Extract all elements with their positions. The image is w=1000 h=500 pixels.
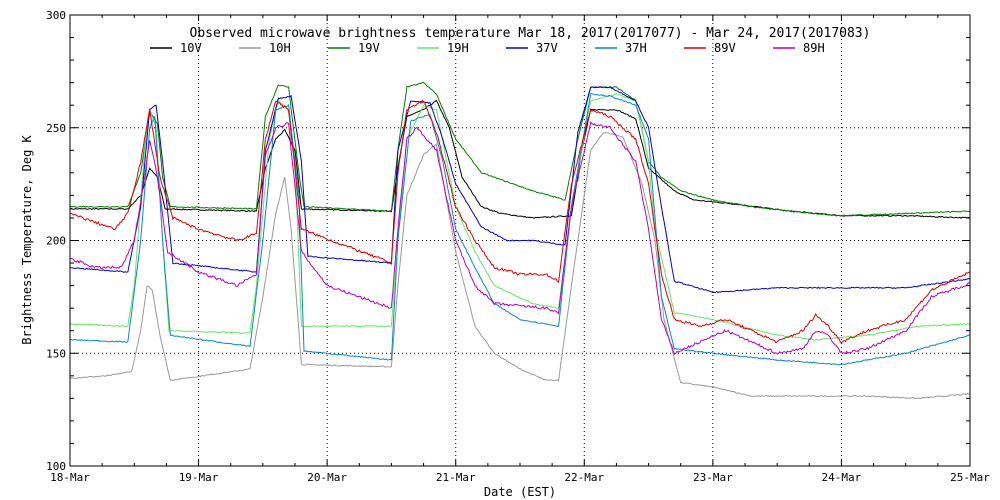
y-tick-label: 100 xyxy=(46,460,66,473)
series-line-10V xyxy=(69,99,971,219)
y-tick-label: 150 xyxy=(46,347,66,360)
chart-title: Observed microwave brightness temperatur… xyxy=(190,26,871,41)
series-line-37V xyxy=(69,86,971,294)
x-tick-label: 20-Mar xyxy=(307,471,347,484)
legend-label-89H: 89H xyxy=(803,41,825,55)
series-line-10H xyxy=(69,132,971,400)
x-tick-label: 19-Mar xyxy=(179,471,219,484)
x-axis-title: Date (EST) xyxy=(484,485,556,499)
y-tick-label: 200 xyxy=(46,235,66,248)
series-line-89V xyxy=(69,99,971,344)
x-tick-label: 22-Mar xyxy=(564,471,604,484)
ticks-layer: 18-Mar 19-Mar 20-Mar 21-Mar 22-Mar 23-Mar 24-M… xyxy=(46,9,990,484)
legend-label-37V: 37V xyxy=(536,41,558,55)
x-tick-label: 23-Mar xyxy=(693,471,733,484)
x-tick-label: 24-Mar xyxy=(822,471,862,484)
legend-label-37H: 37H xyxy=(625,41,647,55)
series-line-19V xyxy=(69,81,971,217)
legend-label-10V: 10V xyxy=(180,41,202,55)
y-tick-label: 250 xyxy=(46,122,66,135)
series-line-37H xyxy=(69,93,971,366)
x-tick-label: 18-Mar xyxy=(50,471,90,484)
y-axis-title: Brightness Temperature, Deg K xyxy=(20,134,34,344)
legend-label-89V: 89V xyxy=(714,41,736,55)
series-line-89H xyxy=(69,121,971,355)
series-layer xyxy=(69,81,971,400)
legend-label-19V: 19V xyxy=(358,41,380,55)
legend: 10V 10H 19V 19H 37V 37H 89V 89H xyxy=(150,41,825,55)
legend-label-10H: 10H xyxy=(269,41,291,55)
y-tick-label: 300 xyxy=(46,9,66,22)
x-tick-label: 21-Mar xyxy=(436,471,476,484)
legend-label-19H: 19H xyxy=(447,41,469,55)
x-tick-label: 25-Mar xyxy=(950,471,990,484)
series-line-19H xyxy=(69,92,971,341)
